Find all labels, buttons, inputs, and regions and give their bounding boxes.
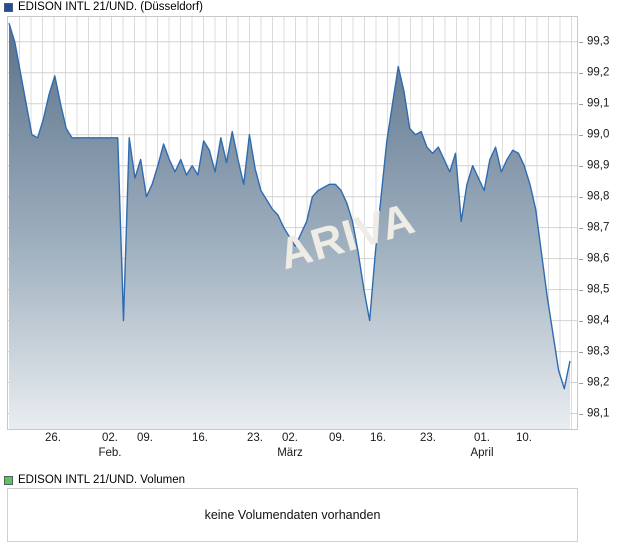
y-tick-mark: [579, 103, 583, 105]
price-area-fill: [9, 23, 570, 429]
y-tick-label: 99,0: [587, 127, 610, 140]
x-tick-label: 10.: [516, 432, 532, 445]
x-tick-month: April: [470, 447, 494, 459]
x-tick-label: 26.: [45, 432, 61, 445]
y-tick-label: 98,9: [587, 158, 610, 171]
x-tick-label: 02. Feb.: [98, 432, 121, 460]
x-tick-day: 02.: [101, 432, 118, 444]
y-tick-mark: [579, 227, 583, 229]
x-tick-day: 23.: [247, 432, 263, 444]
x-tick-label: 16.: [370, 432, 386, 445]
y-tick-label: 98,8: [587, 189, 610, 202]
y-tick-label: 98,1: [587, 406, 610, 419]
x-axis: 26. 02. Feb. 09. 16. 23. 02. März 09. 16. 23. 01. Ap…: [0, 432, 620, 466]
x-tick-label: 23.: [247, 432, 263, 445]
volume-series-swatch: [4, 475, 13, 485]
price-chart-panel[interactable]: ARIVA: [7, 16, 578, 430]
y-tick-mark: [579, 382, 583, 384]
y-tick-label: 98,7: [587, 220, 610, 233]
price-legend-label: EDISON INTL 21/UND. (Düsseldorf): [18, 1, 203, 13]
price-legend: EDISON INTL 21/UND. (Düsseldorf): [4, 1, 203, 13]
y-tick-mark: [579, 413, 583, 415]
x-tick-day: 01.: [473, 432, 490, 444]
volume-chart-panel[interactable]: keine Volumendaten vorhanden: [7, 488, 578, 542]
y-tick-mark: [579, 351, 583, 353]
x-tick-day: 23.: [420, 432, 436, 444]
x-tick-day: 26.: [45, 432, 61, 444]
y-tick-mark: [579, 41, 583, 43]
y-tick-mark: [579, 289, 583, 291]
x-tick-label: 16.: [192, 432, 208, 445]
x-tick-label: 23.: [420, 432, 436, 445]
x-tick-label: 02. März: [277, 432, 303, 460]
x-tick-day: 16.: [370, 432, 386, 444]
y-tick-label: 99,1: [587, 96, 610, 109]
y-axis: 99,3 99,2 99,1 99,0 98,9 98,8 98,7 98,6 98,5 98,4…: [579, 16, 620, 430]
x-tick-label: 01. April: [470, 432, 493, 460]
y-tick-label: 98,5: [587, 282, 610, 295]
x-tick-day: 09.: [329, 432, 345, 444]
price-area-chart: [8, 17, 577, 429]
x-tick-day: 09.: [137, 432, 153, 444]
y-tick-label: 98,2: [587, 375, 610, 388]
x-tick-day: 16.: [192, 432, 208, 444]
y-tick-label: 98,4: [587, 313, 610, 326]
x-tick-label: 09.: [329, 432, 345, 445]
x-tick-month: Feb.: [98, 447, 122, 459]
volume-legend-label: EDISON INTL 21/UND. Volumen: [18, 474, 186, 486]
x-tick-day: 10.: [516, 432, 532, 444]
y-tick-label: 98,6: [587, 251, 610, 264]
x-tick-month: März: [277, 447, 303, 459]
price-series-swatch: [4, 2, 13, 12]
y-tick-mark: [579, 258, 583, 260]
x-tick-label: 09.: [137, 432, 153, 445]
y-tick-mark: [579, 165, 583, 167]
y-tick-mark: [579, 134, 583, 136]
y-tick-label: 99,2: [587, 66, 610, 79]
y-tick-mark: [579, 72, 583, 74]
price-line: [8, 22, 571, 390]
y-tick-label: 98,3: [587, 344, 610, 357]
volume-empty-message: keine Volumendaten vorhanden: [204, 508, 381, 522]
volume-legend: EDISON INTL 21/UND. Volumen: [4, 474, 185, 486]
x-tick-day: 02.: [282, 432, 298, 444]
y-tick-mark: [579, 320, 583, 322]
y-tick-label: 99,3: [587, 35, 610, 48]
y-tick-mark: [579, 196, 583, 198]
